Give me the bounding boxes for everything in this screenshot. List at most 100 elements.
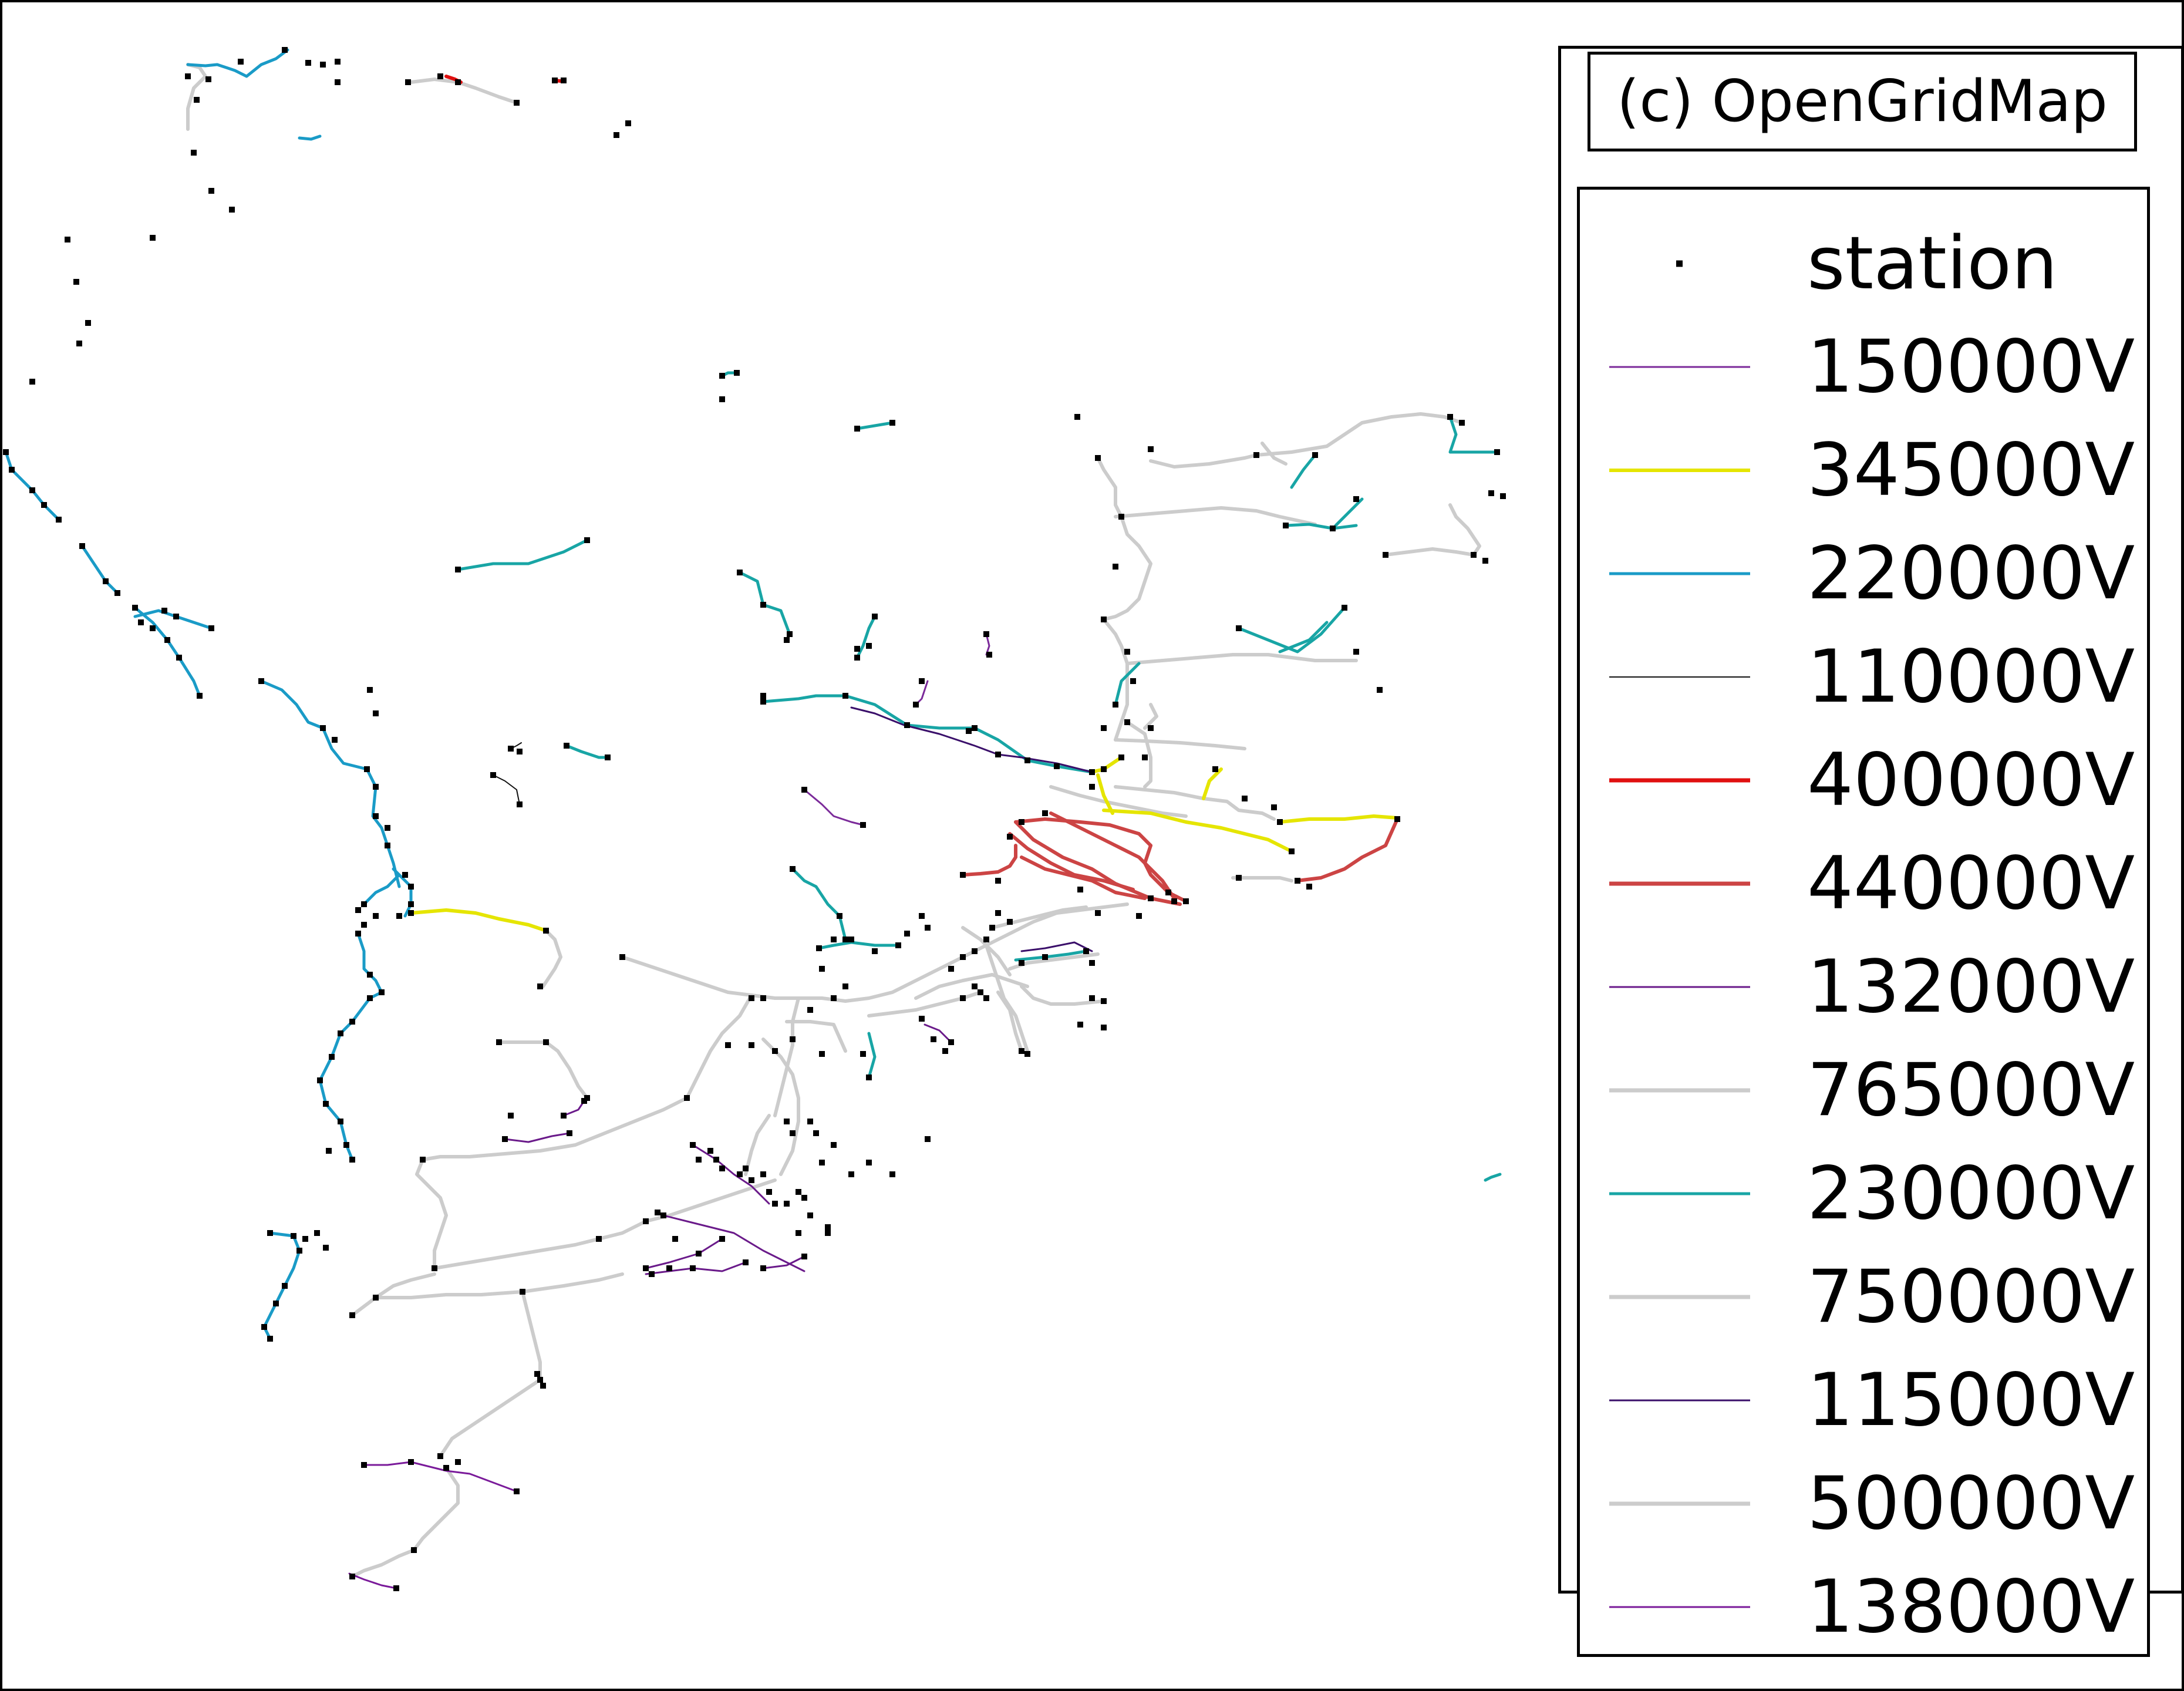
line-132000v (762, 1255, 805, 1269)
line-500000v (409, 78, 518, 105)
station-marker (837, 913, 842, 919)
station-marker (514, 100, 520, 106)
legend-label: 115000V (1807, 1358, 2135, 1443)
line-500000v (1102, 618, 1129, 742)
station-marker (1007, 919, 1013, 925)
station-marker (1459, 420, 1465, 426)
station-marker (76, 341, 82, 346)
line-750000v (433, 1178, 777, 1270)
station-marker (373, 784, 379, 790)
station-marker (373, 1295, 379, 1301)
station-marker (790, 1130, 796, 1136)
station-marker (408, 1459, 414, 1465)
station-marker (986, 652, 992, 658)
line-500000v (761, 1037, 800, 1176)
station-marker (164, 637, 170, 643)
station-marker (690, 1142, 696, 1148)
station-marker (919, 1016, 925, 1022)
station-marker (1101, 998, 1107, 1004)
line-440000v (1014, 820, 1182, 906)
station-marker (948, 966, 954, 972)
station-marker (831, 1142, 837, 1148)
legend-item-132000v: 132000V (1580, 935, 2147, 1039)
line-440000v (1296, 817, 1399, 882)
station-marker (790, 866, 796, 872)
station-marker (443, 1465, 449, 1471)
station-marker (332, 737, 338, 743)
station-marker (995, 910, 1001, 916)
line-345000v (409, 908, 548, 932)
station-marker (989, 925, 995, 931)
station-marker (455, 567, 461, 572)
station-marker (411, 1547, 417, 1553)
station-marker (205, 76, 211, 82)
station-marker (1101, 1025, 1107, 1030)
station-marker (437, 1453, 443, 1459)
station-marker (367, 687, 373, 693)
station-marker-icon (1676, 260, 1683, 267)
station-marker (796, 1189, 801, 1195)
line-500000v (961, 926, 1012, 976)
line-115000v (850, 706, 1093, 773)
station-marker (760, 693, 766, 699)
station-marker (825, 1230, 831, 1236)
station-marker (1077, 1022, 1083, 1028)
station-marker (349, 1312, 355, 1318)
station-marker (355, 931, 361, 937)
legend-item-345000v: 345000V (1580, 419, 2147, 522)
station-marker (919, 913, 925, 919)
station-marker (655, 1210, 660, 1215)
line-115000v (1020, 941, 1093, 952)
station-marker (1353, 496, 1359, 502)
station-marker (1283, 523, 1289, 528)
legend-line-swatch (1609, 1399, 1750, 1402)
legend-label: 345000V (1807, 428, 2135, 513)
station-marker (508, 746, 514, 752)
station-marker (931, 1036, 936, 1042)
line-750000v (415, 1158, 448, 1270)
station-marker (1447, 414, 1453, 420)
station-marker (848, 1171, 854, 1177)
station-marker (367, 972, 373, 978)
station-marker (749, 995, 754, 1001)
station-marker (831, 937, 837, 942)
legend-label: 132000V (1807, 945, 2135, 1029)
line-500000v (1096, 456, 1123, 518)
station-marker (343, 1142, 349, 1148)
line-230000v (791, 867, 847, 941)
station-marker (455, 79, 461, 85)
station-marker (534, 1371, 540, 1377)
line-500000v (1260, 442, 1288, 466)
station-marker (737, 570, 743, 575)
legend-item-750000v: 750000V (1580, 1245, 2147, 1349)
station-marker (1171, 898, 1177, 904)
station-marker (379, 989, 385, 995)
station-marker (267, 1230, 273, 1236)
station-marker (282, 47, 288, 53)
line-440000v (1008, 832, 1135, 891)
station-marker (816, 945, 822, 951)
station-marker (737, 1171, 743, 1177)
station-marker (760, 699, 766, 705)
legend-label: 110000V (1807, 635, 2135, 719)
station-marker (273, 1301, 279, 1306)
station-marker (1212, 766, 1218, 772)
station-marker (983, 937, 989, 942)
station-marker (784, 1119, 790, 1124)
legend: station 150000V 345000V 220000V 110000V … (1577, 187, 2150, 1657)
station-marker (854, 646, 860, 652)
line-220000v (186, 48, 289, 78)
station-marker (150, 625, 156, 631)
line-500000v (1020, 985, 1106, 1006)
station-marker (584, 537, 590, 543)
station-marker (1007, 834, 1013, 840)
station-marker (581, 1098, 587, 1104)
station-marker (103, 578, 109, 584)
line-500000v (1114, 506, 1317, 526)
station-marker (408, 901, 414, 907)
station-marker (361, 1462, 367, 1468)
station-marker (819, 1160, 825, 1165)
line-765000v (844, 902, 1129, 1003)
line-750000v (421, 1096, 689, 1161)
station-marker (1019, 1048, 1024, 1054)
